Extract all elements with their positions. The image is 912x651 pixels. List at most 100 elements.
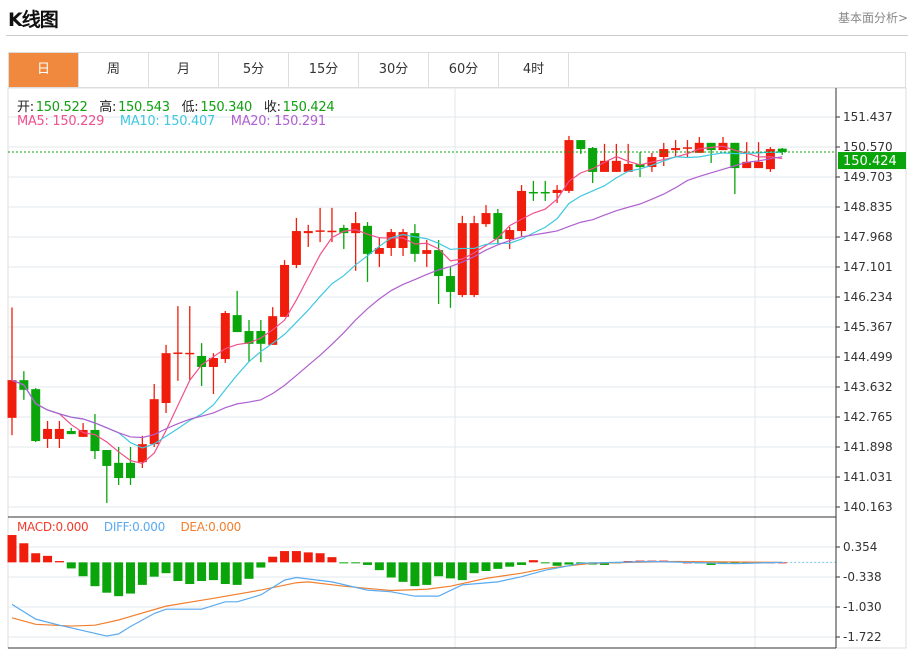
macd-bar [339,562,349,564]
macd-tick-label: -1.722 [843,630,882,644]
candle-up [351,223,361,234]
macd-bar [363,562,372,565]
candle-down [528,191,538,194]
tab-60min[interactable]: 60分 [429,53,499,87]
macd-bar [185,562,195,585]
macd-bar [114,562,124,597]
macd-bar [137,562,147,585]
tab-day[interactable]: 日 [9,53,79,87]
macd-bar [220,562,230,585]
candle-up [422,250,432,254]
tab-30min[interactable]: 30分 [359,53,429,87]
price-tick-label: 141.031 [843,470,893,484]
candle-down [588,148,598,172]
tab-week[interactable]: 周 [79,53,149,87]
macd-tick-label: 0.354 [843,540,877,554]
macd-bar [351,562,361,564]
price-tick-label: 144.499 [843,350,893,364]
candle-up [398,232,408,249]
macd-bar [280,551,290,563]
macd-bar [457,562,467,581]
macd-bar [66,562,76,569]
fundamental-analysis-link[interactable]: 基本面分析> [837,11,908,25]
macd-bar [600,562,609,565]
low-value: 150.340 [200,100,253,115]
price-tick-label: 143.632 [843,380,893,394]
candle-down [244,331,254,344]
candle-up [315,230,325,232]
macd-bar [540,562,550,564]
candle-down [706,142,716,151]
price-tick-label: 146.234 [843,290,893,304]
macd-bar [505,562,515,567]
macd-bar [374,562,384,571]
tab-5min[interactable]: 5分 [219,53,289,87]
diff-line [11,560,783,637]
candle-up [600,160,609,172]
close-label: 收: [263,100,281,115]
candle-up [659,149,669,158]
macd-bar [552,562,562,566]
candle-up [280,264,290,317]
open-value: 150.522 [35,100,88,115]
macd-bar [244,562,254,579]
ma5-line [11,145,783,465]
macd-bar [434,562,444,577]
page-title: K线图 [8,9,59,31]
candle-up [54,428,64,439]
candle-down [114,462,124,479]
high-label: 高: [99,100,117,115]
candle-up [78,429,88,437]
candle-up [517,190,527,232]
candle-up [43,428,53,439]
candle-up [374,248,384,254]
macd-bar [445,562,455,579]
macd-bar [517,562,527,565]
candle-down [777,148,787,153]
macd-bar [208,562,218,581]
price-tick-label: 149.703 [843,170,893,184]
macd-bar [256,562,266,568]
macd-bar [493,562,503,569]
tab-month[interactable]: 月 [149,53,219,87]
candle-up [386,232,396,249]
macd-bar [268,556,278,563]
candle-down [90,429,100,452]
candle-up [173,352,183,354]
candle-down [102,450,112,466]
macd-bar [7,535,17,563]
candle-up [7,380,17,418]
header-divider [6,35,908,36]
candle-up [754,161,764,169]
macd-bar [173,562,183,581]
price-tick-label: 147.968 [843,230,893,244]
candle-up [682,147,692,149]
ma20-legend: MA20: 150.291 [230,114,326,129]
ohlc-legend: 开: 150.522 高: 150.543 低: 150.340 收: 150.424 [17,96,342,115]
current-price-badge [838,152,906,170]
macd-bar [386,562,396,578]
candle-up [303,231,313,234]
macd-bar [564,562,574,565]
candle-up [552,189,562,194]
candle-up [137,444,147,463]
macd-bar [410,562,420,587]
price-tick-label: 147.101 [843,260,893,274]
macd-bar [398,562,408,582]
macd-bar [291,551,301,563]
tab-4hour[interactable]: 4时 [499,53,569,87]
macd-bar [469,562,479,574]
candle-down [31,389,41,442]
candle-down [339,227,349,234]
candle-up [564,140,574,191]
candle-down [363,225,372,254]
macd-bar [149,562,159,577]
candle-up [291,231,301,265]
price-tick-label: 151.437 [843,110,893,124]
candle-down [540,191,550,194]
tab-15min[interactable]: 15分 [289,53,359,87]
candle-down [445,276,455,292]
open-label: 开: [17,100,34,115]
